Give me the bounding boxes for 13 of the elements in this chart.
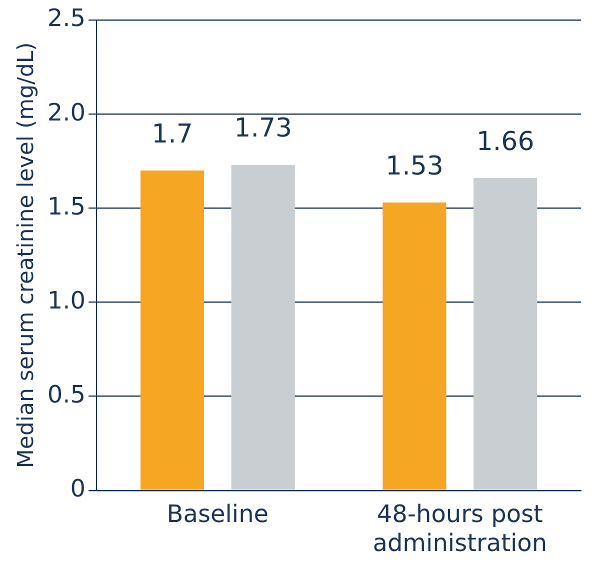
- data-label: 1.73: [234, 114, 292, 144]
- y-tick-label: 1.0: [47, 286, 86, 314]
- y-axis-title: Median serum creatinine level (mg/dL): [14, 42, 39, 468]
- y-tick-label: 0.5: [47, 380, 86, 409]
- y-tick-label: 1.5: [47, 192, 86, 220]
- data-label: 1.53: [386, 151, 444, 182]
- x-tick-label: 48-hours post administration: [372, 500, 548, 557]
- data-label: 1.66: [476, 126, 534, 157]
- y-tick-label: 2.5: [47, 4, 86, 32]
- y-tick-label: 2.0: [47, 98, 86, 126]
- y-tick-label: 0: [70, 474, 86, 503]
- x-tick-label: Baseline: [166, 500, 269, 528]
- data-label: 1.7: [152, 119, 193, 150]
